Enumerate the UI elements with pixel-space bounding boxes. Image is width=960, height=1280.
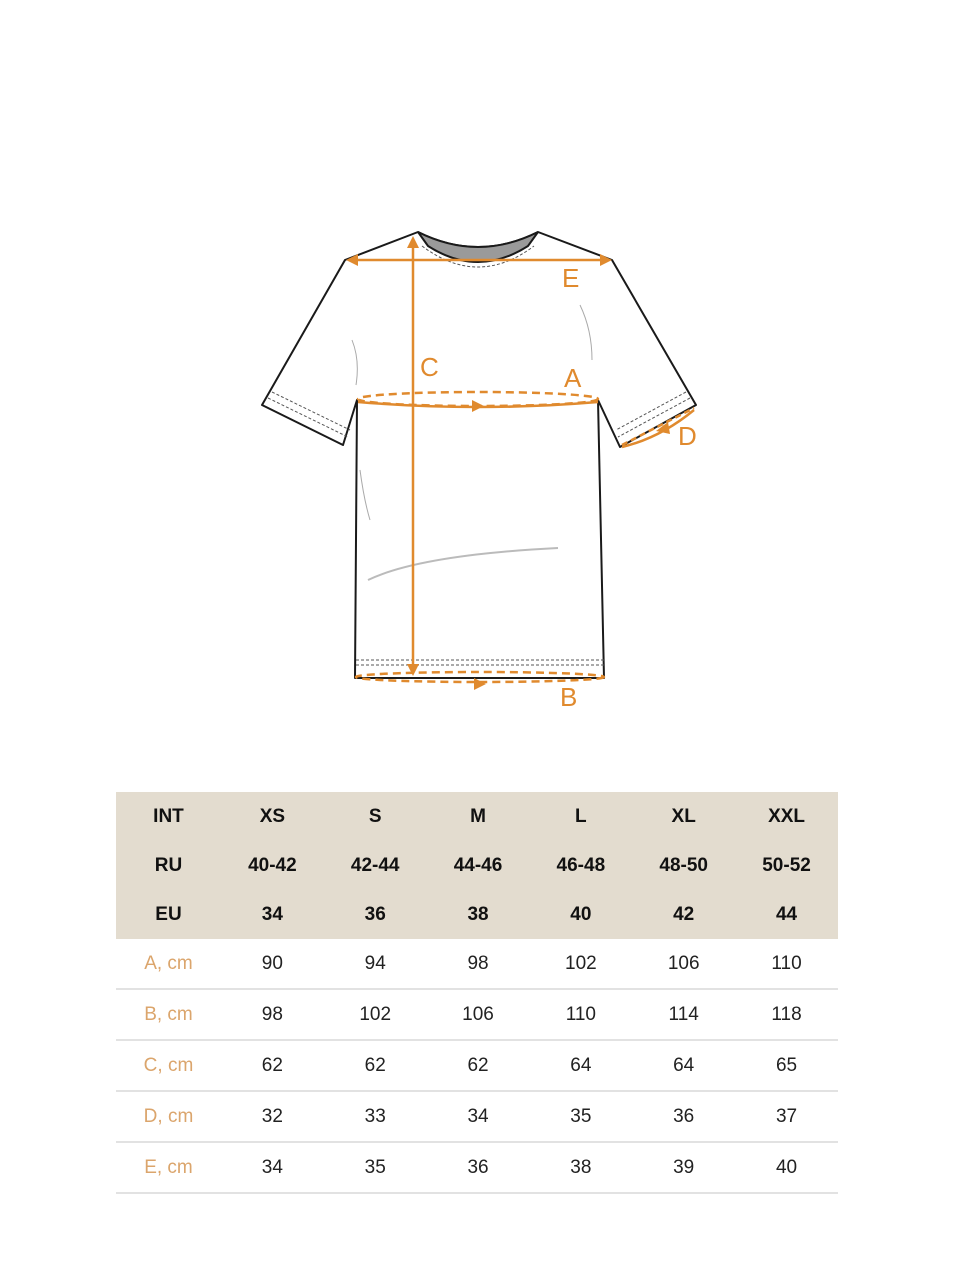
arrowheads — [346, 236, 670, 690]
table-cell: 37 — [735, 1091, 838, 1143]
table-cell: XL — [632, 792, 736, 841]
table-row: A, cm 90 94 98 102 106 110 — [116, 939, 838, 990]
header-row: EU 34 36 38 40 42 44 — [116, 890, 838, 939]
table-row: E, cm 34 35 36 38 39 40 — [116, 1142, 838, 1194]
table-cell: 34 — [426, 1091, 530, 1143]
size-table: INT XS S M L XL XXL RU 40-42 42-44 44-46 46-48 48-50… — [116, 792, 838, 1194]
row-label: INT — [116, 792, 221, 841]
label-c: C — [420, 352, 439, 382]
table-cell: M — [426, 792, 530, 841]
table-cell: 48-50 — [632, 841, 736, 890]
table-cell: 36 — [323, 890, 427, 939]
tshirt-diagram: E C A D B — [261, 231, 697, 712]
table-cell: 38 — [529, 1142, 633, 1194]
table-cell: 94 — [323, 939, 427, 990]
table-cell: 40 — [735, 1142, 838, 1194]
table-cell: 44 — [735, 890, 838, 939]
table-cell: 34 — [220, 890, 324, 939]
table-cell: 106 — [426, 989, 530, 1041]
table-cell: 64 — [529, 1040, 633, 1092]
row-label: A, cm — [116, 939, 221, 990]
table-row: B, cm 98 102 106 110 114 118 — [116, 989, 838, 1041]
header-row: INT XS S M L XL XXL — [116, 792, 838, 841]
table-cell: 106 — [632, 939, 736, 990]
table-cell: 38 — [426, 890, 530, 939]
row-label: D, cm — [116, 1091, 221, 1143]
row-label: B, cm — [116, 989, 221, 1041]
table-cell: 65 — [735, 1040, 838, 1092]
table-row: D, cm 32 33 34 35 36 37 — [116, 1091, 838, 1143]
label-d: D — [678, 421, 697, 451]
table-cell: 110 — [735, 939, 838, 990]
table-cell: 62 — [220, 1040, 324, 1092]
table-cell: 35 — [323, 1142, 427, 1194]
tshirt-outline — [261, 231, 697, 679]
table-cell: 36 — [426, 1142, 530, 1194]
table-cell: 90 — [220, 939, 324, 990]
table-cell: 62 — [323, 1040, 427, 1092]
table-cell: 33 — [323, 1091, 427, 1143]
measure-d-line — [621, 406, 695, 447]
table-cell: 39 — [632, 1142, 736, 1194]
header-row: RU 40-42 42-44 44-46 46-48 48-50 50-52 — [116, 841, 838, 890]
table-cell: 62 — [426, 1040, 530, 1092]
table-cell: 50-52 — [735, 841, 838, 890]
row-label: C, cm — [116, 1040, 221, 1092]
label-b: B — [560, 682, 577, 712]
table-cell: L — [529, 792, 633, 841]
table-row: C, cm 62 62 62 64 64 65 — [116, 1040, 838, 1092]
table-cell: 36 — [632, 1091, 736, 1143]
table-cell: 64 — [632, 1040, 736, 1092]
table-cell: 102 — [323, 989, 427, 1041]
table-cell: 98 — [220, 989, 324, 1041]
table-cell: 42 — [632, 890, 736, 939]
row-label: RU — [116, 841, 221, 890]
row-label: EU — [116, 890, 221, 939]
table-cell: 40-42 — [220, 841, 324, 890]
label-a: A — [564, 363, 582, 393]
table-cell: XS — [220, 792, 324, 841]
table-cell: 118 — [735, 989, 838, 1041]
table-cell: 44-46 — [426, 841, 530, 890]
table-cell: 40 — [529, 890, 633, 939]
table-cell: 110 — [529, 989, 633, 1041]
table-cell: 46-48 — [529, 841, 633, 890]
table-cell: 32 — [220, 1091, 324, 1143]
table-cell: XXL — [735, 792, 838, 841]
row-label: E, cm — [116, 1142, 221, 1194]
collar — [417, 231, 539, 263]
label-e: E — [562, 263, 579, 293]
table-cell: 42-44 — [323, 841, 427, 890]
table-cell: 34 — [220, 1142, 324, 1194]
table-cell: 35 — [529, 1091, 633, 1143]
table-cell: S — [323, 792, 427, 841]
table-cell: 102 — [529, 939, 633, 990]
table-cell: 98 — [426, 939, 530, 990]
table-cell: 114 — [632, 989, 736, 1041]
